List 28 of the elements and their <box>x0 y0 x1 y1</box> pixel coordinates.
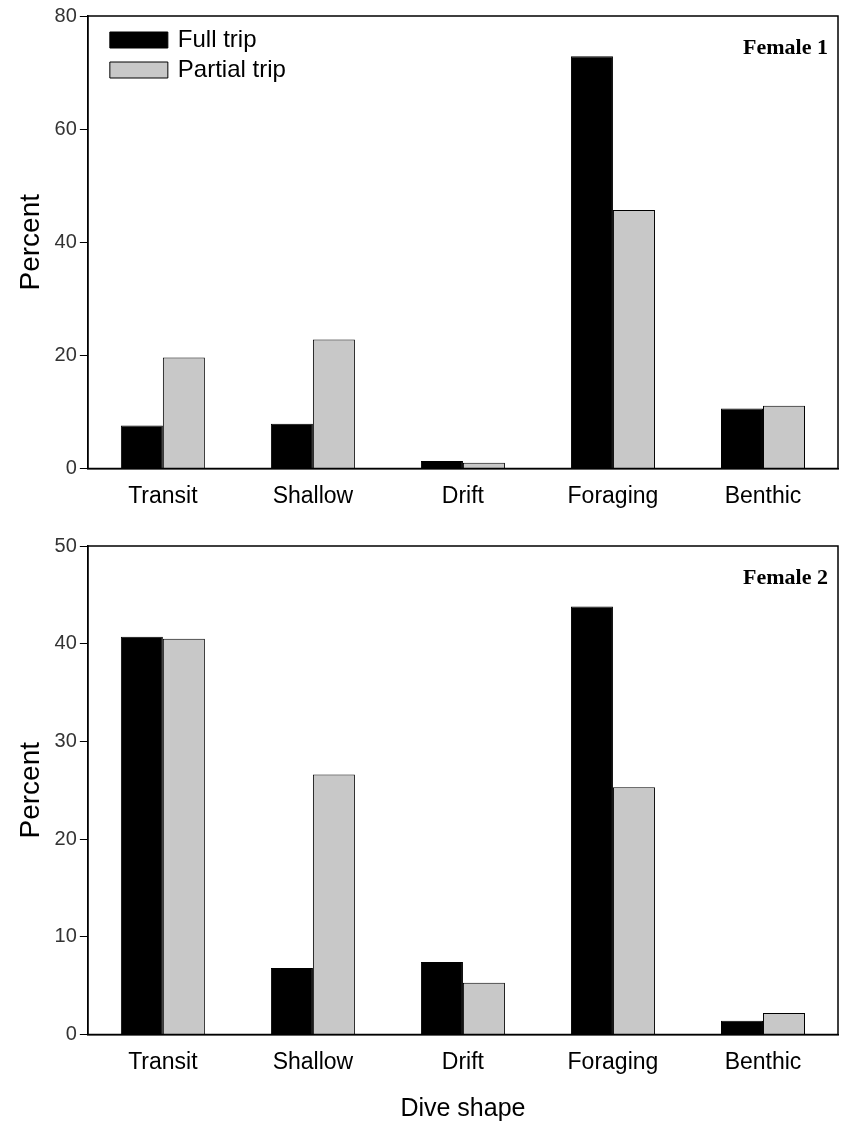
annotation: Female 2 <box>743 563 828 589</box>
x-tick-label: Benthic <box>724 1047 802 1074</box>
x-tick-label: Transit <box>128 1047 199 1074</box>
legend-label: Full trip <box>177 24 257 52</box>
x-tick-label: Shallow <box>272 481 354 508</box>
y-tick-label: 80 <box>54 3 77 26</box>
y-tick-label: 20 <box>54 826 77 849</box>
y-tick-label: 30 <box>54 728 77 751</box>
x-tick-label: Shallow <box>272 1047 354 1074</box>
y-tick-label: 40 <box>54 631 77 654</box>
y-tick-label: 50 <box>54 533 77 556</box>
x-tick-label: Transit <box>128 481 199 508</box>
y-tick-label: 40 <box>54 229 77 252</box>
y-tick-label: 0 <box>65 1021 77 1044</box>
y-tick-label: 20 <box>54 342 77 365</box>
x-tick-label: Benthic <box>724 481 802 508</box>
x-axis-title: Dive shape <box>400 1092 526 1121</box>
y-tick-label: 0 <box>65 455 77 478</box>
legend-label: Partial trip <box>177 54 286 82</box>
y-tick-label: 10 <box>54 924 77 947</box>
x-tick-label: Foraging <box>567 481 659 508</box>
x-tick-label: Drift <box>441 1047 485 1074</box>
x-tick-label: Drift <box>441 481 485 508</box>
x-tick-label: Foraging <box>567 1047 659 1074</box>
y-axis-title: Percent <box>13 193 45 291</box>
y-tick-label: 60 <box>54 116 77 139</box>
y-axis-title: Percent <box>13 741 45 839</box>
annotation: Female 1 <box>743 33 828 59</box>
